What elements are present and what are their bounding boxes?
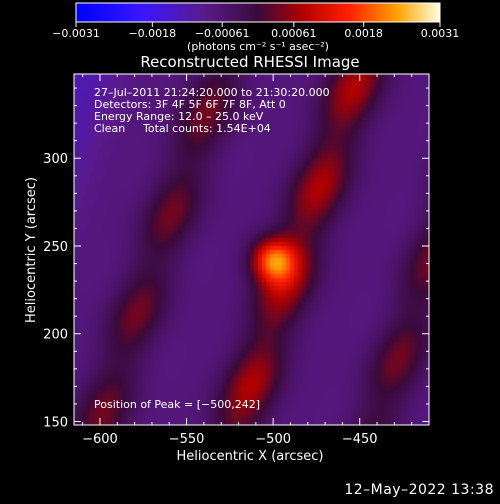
annotation-total-counts: Total counts: 1.54E+04 bbox=[142, 122, 271, 135]
colorbar-tick-label: −0.00061 bbox=[195, 27, 250, 40]
colorbar-tick-label: 0.00061 bbox=[271, 27, 317, 40]
x-tick-label: −600 bbox=[82, 432, 118, 447]
heatmap-image bbox=[74, 74, 429, 425]
y-tick-label: 300 bbox=[43, 152, 68, 167]
x-tick-label: −500 bbox=[255, 432, 291, 447]
colorbar-unit-label: (photons cm⁻² s⁻¹ asec⁻²) bbox=[187, 40, 329, 53]
colorbar-tick-label: 0.0031 bbox=[421, 27, 460, 40]
timestamp: 12–May–2022 13:38 bbox=[344, 482, 494, 498]
colorbar-tick-label: 0.0018 bbox=[344, 27, 383, 40]
colorbar bbox=[75, 2, 441, 23]
annotation-peak: Position of Peak = [−500,242] bbox=[94, 398, 260, 411]
annotation-time-range: 27–Jul–2011 21:24:20.000 to 21:30:20.000 bbox=[94, 86, 330, 99]
colorbar-tick-label: −0.0031 bbox=[52, 27, 100, 40]
y-tick-label: 250 bbox=[43, 240, 68, 255]
y-axis-label: Heliocentric Y (arcsec) bbox=[24, 177, 39, 323]
annotation-method: Clean bbox=[94, 122, 125, 135]
plot-frame bbox=[73, 73, 430, 426]
colorbar-ticks: −0.0031 −0.0018 −0.00061 0.00061 0.0018 0.003… bbox=[52, 22, 459, 40]
axis-ticks: −600 −550 −500 −450 150 200 250 300 bbox=[43, 74, 430, 447]
colorbar-tick-label: −0.0018 bbox=[128, 27, 176, 40]
annotation-energy: Energy Range: 12.0 – 25.0 keV bbox=[94, 110, 264, 123]
x-tick-label: −450 bbox=[342, 432, 378, 447]
x-tick-label: −550 bbox=[169, 432, 205, 447]
annotation-detectors: Detectors: 3F 4F 5F 6F 7F 8F, Att 0 bbox=[94, 98, 286, 111]
y-tick-label: 200 bbox=[43, 328, 68, 343]
chart-title: Reconstructed RHESSI Image bbox=[140, 53, 359, 71]
x-axis-label: Heliocentric X (arcsec) bbox=[177, 449, 324, 464]
y-tick-label: 150 bbox=[43, 415, 68, 430]
